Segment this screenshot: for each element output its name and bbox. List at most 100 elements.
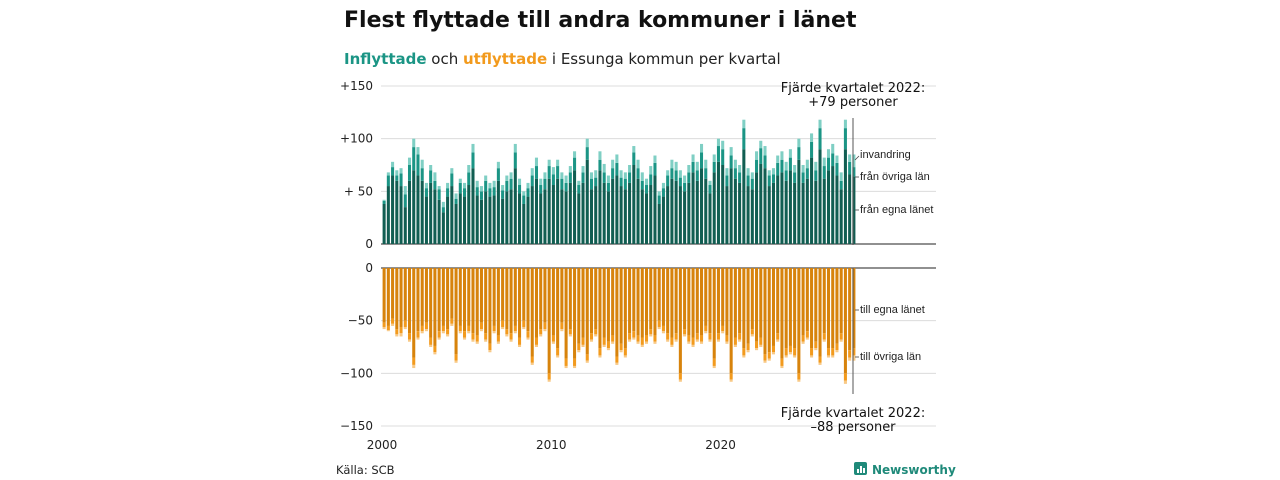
bar-out-emigration bbox=[708, 339, 712, 342]
bar-out-emigration bbox=[467, 331, 471, 334]
bar-out-emigration bbox=[556, 355, 560, 358]
bar-out-other-counties bbox=[657, 320, 661, 327]
bar-in-own-county bbox=[788, 170, 792, 244]
bar-out-other-counties bbox=[594, 329, 598, 335]
bar-out-own-county bbox=[594, 268, 598, 330]
bar-in-other-counties bbox=[581, 172, 585, 183]
bar-out-own-county bbox=[776, 268, 780, 334]
bar-in-other-counties bbox=[733, 168, 737, 179]
bar-in-immigration bbox=[767, 170, 771, 176]
callout-bottom-line2: –88 personer bbox=[810, 420, 896, 435]
bar-out-own-county bbox=[564, 268, 568, 359]
bar-out-emigration bbox=[429, 344, 433, 347]
bar-in-other-counties bbox=[513, 152, 517, 169]
y-tick-bottom: 0 bbox=[365, 261, 373, 275]
bar-in-other-counties bbox=[471, 152, 475, 169]
bar-out-own-county bbox=[492, 268, 496, 326]
bar-in-immigration bbox=[644, 178, 649, 186]
bar-in-other-counties bbox=[746, 175, 750, 187]
bar-out-other-counties bbox=[822, 333, 826, 340]
bar-out-own-county bbox=[382, 268, 386, 323]
bar-in-other-counties bbox=[433, 180, 437, 190]
bar-in-other-counties bbox=[755, 159, 759, 173]
bar-in-own-county bbox=[505, 191, 509, 244]
bar-out-emigration bbox=[750, 334, 754, 337]
bar-out-other-counties bbox=[602, 337, 606, 345]
bar-out-own-county bbox=[471, 268, 475, 334]
bar-out-other-counties bbox=[784, 348, 788, 356]
bar-out-emigration bbox=[805, 337, 809, 340]
bar-in-immigration bbox=[589, 172, 594, 179]
bar-out-own-county bbox=[606, 268, 610, 342]
bar-in-immigration bbox=[636, 159, 640, 169]
bar-out-own-county bbox=[467, 268, 471, 326]
bar-in-immigration bbox=[623, 172, 627, 179]
bar-out-own-county bbox=[560, 268, 564, 323]
bar-out-own-county bbox=[441, 268, 445, 326]
bar-out-emigration bbox=[797, 379, 801, 382]
bar-out-other-counties bbox=[382, 322, 386, 327]
bar-in-immigration bbox=[433, 172, 437, 181]
bar-out-other-counties bbox=[479, 322, 483, 330]
bar-out-own-county bbox=[551, 268, 555, 336]
bar-out-other-counties bbox=[518, 337, 522, 345]
bar-in-own-county bbox=[678, 186, 682, 244]
bar-in-other-counties bbox=[657, 195, 661, 204]
bar-out-own-county bbox=[556, 268, 560, 349]
bar-out-other-counties bbox=[805, 331, 809, 338]
bar-out-other-counties bbox=[644, 335, 649, 342]
bar-in-other-counties bbox=[839, 180, 843, 190]
callout-bottom-line1: Fjärde kvartalet 2022: bbox=[781, 406, 925, 421]
bar-in-immigration bbox=[661, 182, 665, 189]
bar-in-immigration bbox=[492, 180, 496, 188]
bar-in-immigration bbox=[843, 119, 847, 129]
bar-out-other-counties bbox=[433, 345, 437, 353]
bar-in-immigration bbox=[585, 138, 589, 148]
bar-out-emigration bbox=[670, 344, 674, 347]
bar-in-immigration bbox=[505, 175, 509, 181]
y-tick-top: +150 bbox=[340, 79, 373, 93]
bar-out-other-counties bbox=[543, 322, 547, 330]
bar-in-other-counties bbox=[831, 153, 835, 167]
bar-out-own-county bbox=[763, 268, 767, 355]
bar-in-immigration bbox=[776, 155, 780, 163]
bar-out-other-counties bbox=[501, 320, 505, 327]
bar-out-emigration bbox=[712, 365, 716, 369]
bar-out-other-counties bbox=[509, 333, 513, 340]
bar-out-other-counties bbox=[611, 335, 615, 342]
bar-in-immigration bbox=[556, 159, 560, 167]
bar-out-other-counties bbox=[488, 343, 492, 351]
bar-in-immigration bbox=[687, 165, 691, 173]
bar-in-own-county bbox=[640, 189, 644, 244]
bar-in-other-counties bbox=[784, 170, 788, 181]
bar-out-emigration bbox=[437, 337, 441, 340]
bar-in-other-counties bbox=[412, 147, 416, 171]
bar-in-immigration bbox=[835, 155, 839, 163]
bar-out-emigration bbox=[488, 350, 492, 353]
bar-in-immigration bbox=[463, 182, 467, 189]
bar-out-own-county bbox=[767, 268, 771, 353]
bar-out-other-counties bbox=[547, 373, 551, 380]
bar-in-own-county bbox=[577, 193, 581, 244]
bar-in-own-county bbox=[704, 178, 708, 244]
bar-out-other-counties bbox=[513, 325, 517, 332]
bar-out-own-county bbox=[534, 268, 538, 338]
bar-in-immigration bbox=[407, 157, 412, 165]
bar-out-own-county bbox=[530, 268, 534, 357]
bar-in-immigration bbox=[674, 161, 678, 171]
bar-out-emigration bbox=[738, 339, 742, 342]
bar-in-own-county bbox=[606, 191, 610, 244]
subtitle-in-word: Inflyttade bbox=[344, 50, 427, 68]
bar-out-own-county bbox=[742, 268, 746, 349]
bar-out-other-counties bbox=[826, 348, 831, 356]
bar-in-immigration bbox=[395, 170, 399, 176]
bar-out-own-county bbox=[589, 268, 594, 334]
bar-in-own-county bbox=[382, 203, 386, 244]
bar-out-other-counties bbox=[661, 325, 665, 332]
bar-in-own-county bbox=[395, 180, 399, 244]
bar-out-own-county bbox=[657, 268, 661, 321]
bar-in-own-county bbox=[602, 182, 606, 244]
bar-in-other-counties bbox=[661, 188, 665, 197]
bar-in-own-county bbox=[632, 165, 636, 244]
bar-in-immigration bbox=[640, 172, 644, 181]
